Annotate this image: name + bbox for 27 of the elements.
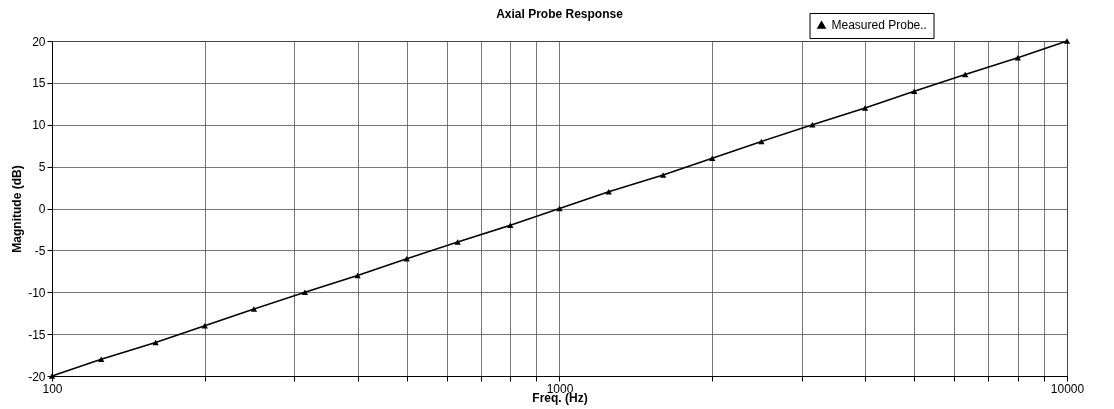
y-axis-title: Magnitude (dB) <box>10 165 25 253</box>
y-tick-label: 20 <box>32 34 46 49</box>
y-tick-label: -5 <box>34 243 46 258</box>
y-tick-label: 5 <box>38 160 46 175</box>
point <box>1063 38 1071 44</box>
point <box>709 155 716 161</box>
legend-label: Measured Probe.. <box>831 18 927 32</box>
point <box>962 71 969 78</box>
point <box>98 356 105 362</box>
y-tick-label: -20 <box>28 369 46 384</box>
point <box>911 88 918 94</box>
point <box>556 205 563 212</box>
y-tick-label: -15 <box>28 327 46 342</box>
point <box>454 239 461 245</box>
point <box>758 138 765 145</box>
point <box>250 306 258 312</box>
y-tick-label: 10 <box>32 118 46 133</box>
chart-title: Axial Probe Response <box>496 7 624 21</box>
x-tick-label: 10000 <box>1050 381 1085 396</box>
x-tick-label: 100 <box>42 381 63 396</box>
point <box>507 222 514 228</box>
y-tick-label: 0 <box>38 202 46 216</box>
point <box>301 289 309 295</box>
point <box>354 272 361 279</box>
y-tick-label: -10 <box>28 285 46 300</box>
y-tick-label: 15 <box>32 76 46 91</box>
point <box>861 105 869 111</box>
